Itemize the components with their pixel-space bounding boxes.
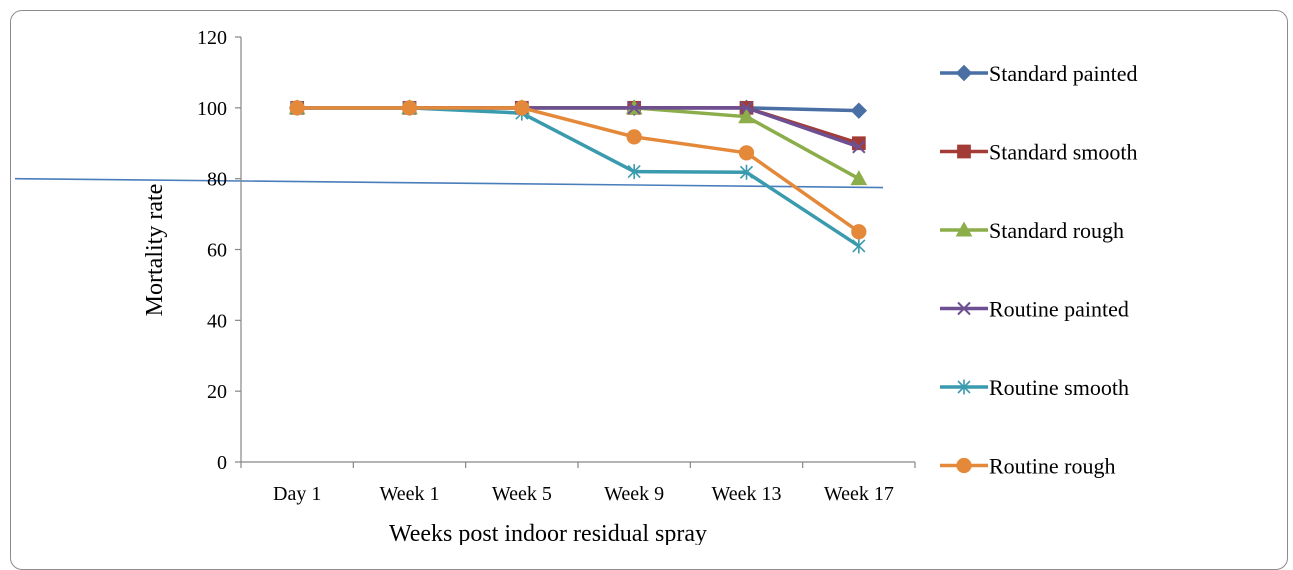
x-tick-label: Week 17 [824, 483, 894, 505]
legend-item-standard-rough: Standard rough [940, 218, 1124, 243]
data-point-routine-smooth [852, 238, 866, 254]
data-point-routine-rough [289, 100, 305, 116]
legend-marker [956, 457, 972, 474]
y-axis-title: Mortality rate [142, 184, 168, 317]
x-tick-label: Week 5 [492, 483, 552, 505]
data-point-standard-rough [850, 170, 868, 186]
legend-label: Routine smooth [989, 375, 1129, 400]
data-point-routine-smooth [739, 164, 754, 180]
legend-marker [957, 144, 971, 159]
series-line-standard-smooth [297, 106, 860, 145]
series-line-routine-smooth [297, 106, 860, 248]
data-point-routine-rough [401, 100, 418, 116]
series-line-routine-rough [297, 106, 860, 234]
x-tick-label: Week 9 [604, 483, 664, 505]
legend-marker [957, 301, 971, 316]
legend-item-standard-smooth: Standard smooth [940, 140, 1138, 165]
y-tick-label: 120 [197, 27, 227, 49]
legend-item-routine-smooth: Routine smooth [940, 375, 1129, 400]
legend-marker [957, 379, 971, 395]
legend-label: Routine rough [989, 454, 1116, 479]
x-tick-label: Week 1 [379, 483, 439, 505]
y-tick-label: 80 [207, 169, 227, 191]
data-point-routine-rough [514, 100, 530, 116]
y-tick-label: 20 [207, 381, 227, 403]
data-point-routine-rough [851, 224, 867, 240]
legend-marker [955, 64, 973, 82]
legend-marker [955, 221, 973, 237]
data-point-routine-rough [626, 129, 642, 145]
legend-label: Standard rough [989, 218, 1124, 243]
legend-item-routine-painted: Routine painted [940, 297, 1129, 322]
data-point-routine-smooth [627, 164, 641, 180]
y-tick-label: 60 [207, 240, 227, 262]
data-point-routine-rough [738, 145, 755, 161]
data-point-routine-painted [739, 101, 754, 115]
chart-frame [10, 10, 1288, 570]
series-routine-rough [289, 100, 867, 240]
x-tick-label: Day 1 [273, 483, 321, 505]
legend-item-routine-rough: Routine rough [940, 454, 1116, 479]
data-point-routine-painted [627, 101, 641, 115]
y-tick-label: 100 [197, 98, 227, 120]
reference-line [14, 177, 884, 189]
legend-label: Standard painted [989, 61, 1137, 86]
data-point-routine-painted [852, 140, 866, 154]
legend-item-standard-painted: Standard painted [940, 61, 1137, 86]
legend-label: Routine painted [989, 297, 1129, 322]
y-tick-label: 0 [217, 452, 227, 474]
data-point-standard-painted [850, 102, 868, 119]
y-tick-label: 40 [207, 310, 227, 332]
legend-label: Standard smooth [989, 140, 1138, 165]
x-tick-label: Week 13 [711, 483, 781, 505]
line-chart: 0 20 40 60 80 100 120 Day 1 Week 1 Week 5 Week 9 We… [14, 27, 1138, 545]
data-point-standard-rough [738, 108, 755, 124]
x-axis-title: Weeks post indoor residual spray [389, 521, 707, 545]
